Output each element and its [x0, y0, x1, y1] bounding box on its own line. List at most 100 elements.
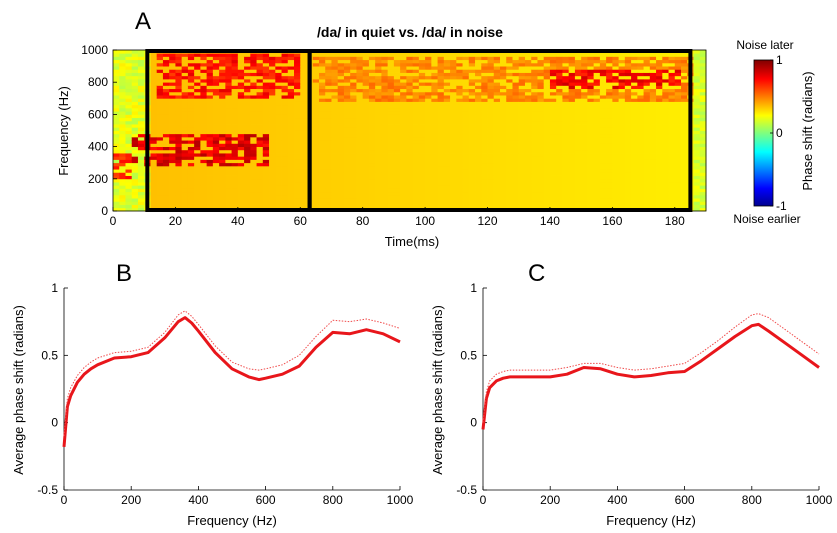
- heatmap-cell: [599, 59, 607, 64]
- heatmap-cell: [662, 159, 669, 164]
- heatmap-cell: [500, 59, 507, 64]
- heatmap-cell: [162, 82, 170, 86]
- heatmap-cell: [343, 111, 351, 115]
- colorbar-bottom-label: Noise earlier: [733, 212, 800, 226]
- heatmap-cell: [119, 156, 126, 160]
- heatmap-cell: [375, 78, 382, 83]
- heatmap-cell: [612, 149, 620, 154]
- heatmap-cell: [412, 178, 420, 183]
- heatmap-cell: [156, 62, 164, 67]
- heatmap-cell: [113, 188, 120, 193]
- heatmap-cell: [350, 153, 357, 157]
- heatmap-cell: [256, 149, 264, 154]
- heatmap-cell: [300, 120, 307, 125]
- heatmap-cell: [574, 104, 582, 109]
- heatmap-cell: [387, 78, 395, 83]
- heatmap-cell: [431, 198, 438, 202]
- heatmap-cell: [624, 91, 632, 96]
- heatmap-cell: [337, 185, 345, 189]
- heatmap-cell: [512, 169, 520, 173]
- heatmap-cell: [481, 156, 488, 160]
- heatmap-cell: [231, 178, 239, 183]
- heatmap-cell: [562, 185, 570, 189]
- heatmap-cell: [119, 165, 126, 170]
- heatmap-cell: [668, 88, 676, 93]
- heatmap-cell: [562, 114, 570, 119]
- heatmap-cell: [343, 191, 351, 196]
- heatmap-cell: [606, 62, 613, 67]
- heatmap-cell: [387, 191, 395, 196]
- heatmap-cell: [219, 111, 226, 115]
- heatmap-cell: [150, 114, 158, 119]
- heatmap-cell: [681, 82, 688, 86]
- heatmap-cell: [462, 172, 470, 176]
- heatmap-cell: [562, 69, 570, 73]
- heatmap-cell: [593, 172, 601, 176]
- heatmap-cell: [406, 95, 414, 99]
- heatmap-cell: [468, 117, 476, 122]
- heatmap-cell: [219, 136, 226, 141]
- heatmap-cell: [606, 91, 613, 96]
- heatmap-cell: [562, 78, 570, 83]
- heatmap-cell: [113, 146, 120, 151]
- heatmap-cell: [637, 117, 644, 122]
- heatmap-cell: [556, 136, 563, 141]
- heatmap-cell: [562, 191, 570, 196]
- heatmap-cell: [437, 111, 445, 115]
- heatmap-cell: [125, 98, 133, 102]
- heatmap-cell: [612, 156, 620, 160]
- heatmap-cell: [481, 175, 488, 180]
- heatmap-cell: [431, 175, 438, 180]
- heatmap-cell: [300, 149, 307, 154]
- heatmap-cell: [350, 75, 357, 80]
- heatmap-cell: [468, 69, 476, 73]
- heatmap-cell: [131, 153, 139, 157]
- heatmap-cell: [549, 182, 557, 186]
- heatmap-cell: [137, 143, 145, 147]
- heatmap-cell: [375, 140, 382, 144]
- heatmap-cell: [462, 59, 470, 64]
- heatmap-cell: [318, 62, 326, 67]
- heatmap-cell: [400, 78, 407, 83]
- heatmap-cell: [556, 82, 563, 86]
- heatmap-cell: [618, 59, 626, 64]
- heatmap-cell: [393, 75, 401, 80]
- heatmap-cell: [225, 69, 232, 73]
- heatmap-cell: [206, 175, 214, 180]
- heatmap-cell: [113, 56, 120, 61]
- heatmap-cell: [150, 107, 158, 112]
- heatmap-cell: [300, 175, 307, 180]
- heatmap-cell: [699, 124, 707, 128]
- heatmap-cell: [593, 178, 601, 183]
- heatmap-cell: [294, 153, 301, 157]
- heatmap-cell: [400, 159, 407, 164]
- heatmap-cell: [393, 56, 401, 61]
- heatmap-cell: [512, 165, 520, 170]
- heatmap-cell: [568, 182, 576, 186]
- heatmap-cell: [368, 114, 376, 119]
- heatmap-cell: [512, 153, 520, 157]
- heatmap-cell: [362, 159, 370, 164]
- heatmap-cell: [556, 91, 563, 96]
- heatmap-cell: [362, 85, 370, 90]
- heatmap-cell: [113, 204, 120, 209]
- heatmap-cell: [194, 130, 201, 135]
- heatmap-cell: [219, 175, 226, 180]
- heatmap-cell: [574, 98, 582, 102]
- heatmap-cell: [637, 136, 644, 141]
- heatmap-cell: [681, 101, 688, 106]
- heatmap-cell: [581, 130, 588, 135]
- heatmap-cell: [631, 188, 638, 193]
- heatmap-cell: [381, 69, 389, 73]
- heatmap-cell: [637, 153, 644, 157]
- heatmap-cell: [699, 185, 707, 189]
- heatmap-cell: [425, 117, 432, 122]
- heatmap-cell: [187, 72, 195, 77]
- heatmap-cell: [337, 198, 345, 202]
- heatmap-cell: [318, 82, 326, 86]
- heatmap-cell: [574, 111, 582, 115]
- heatmap-cell: [362, 72, 370, 77]
- heatmap-cell: [318, 165, 326, 170]
- heatmap-cell: [543, 172, 551, 176]
- heatmap-cell: [406, 127, 414, 131]
